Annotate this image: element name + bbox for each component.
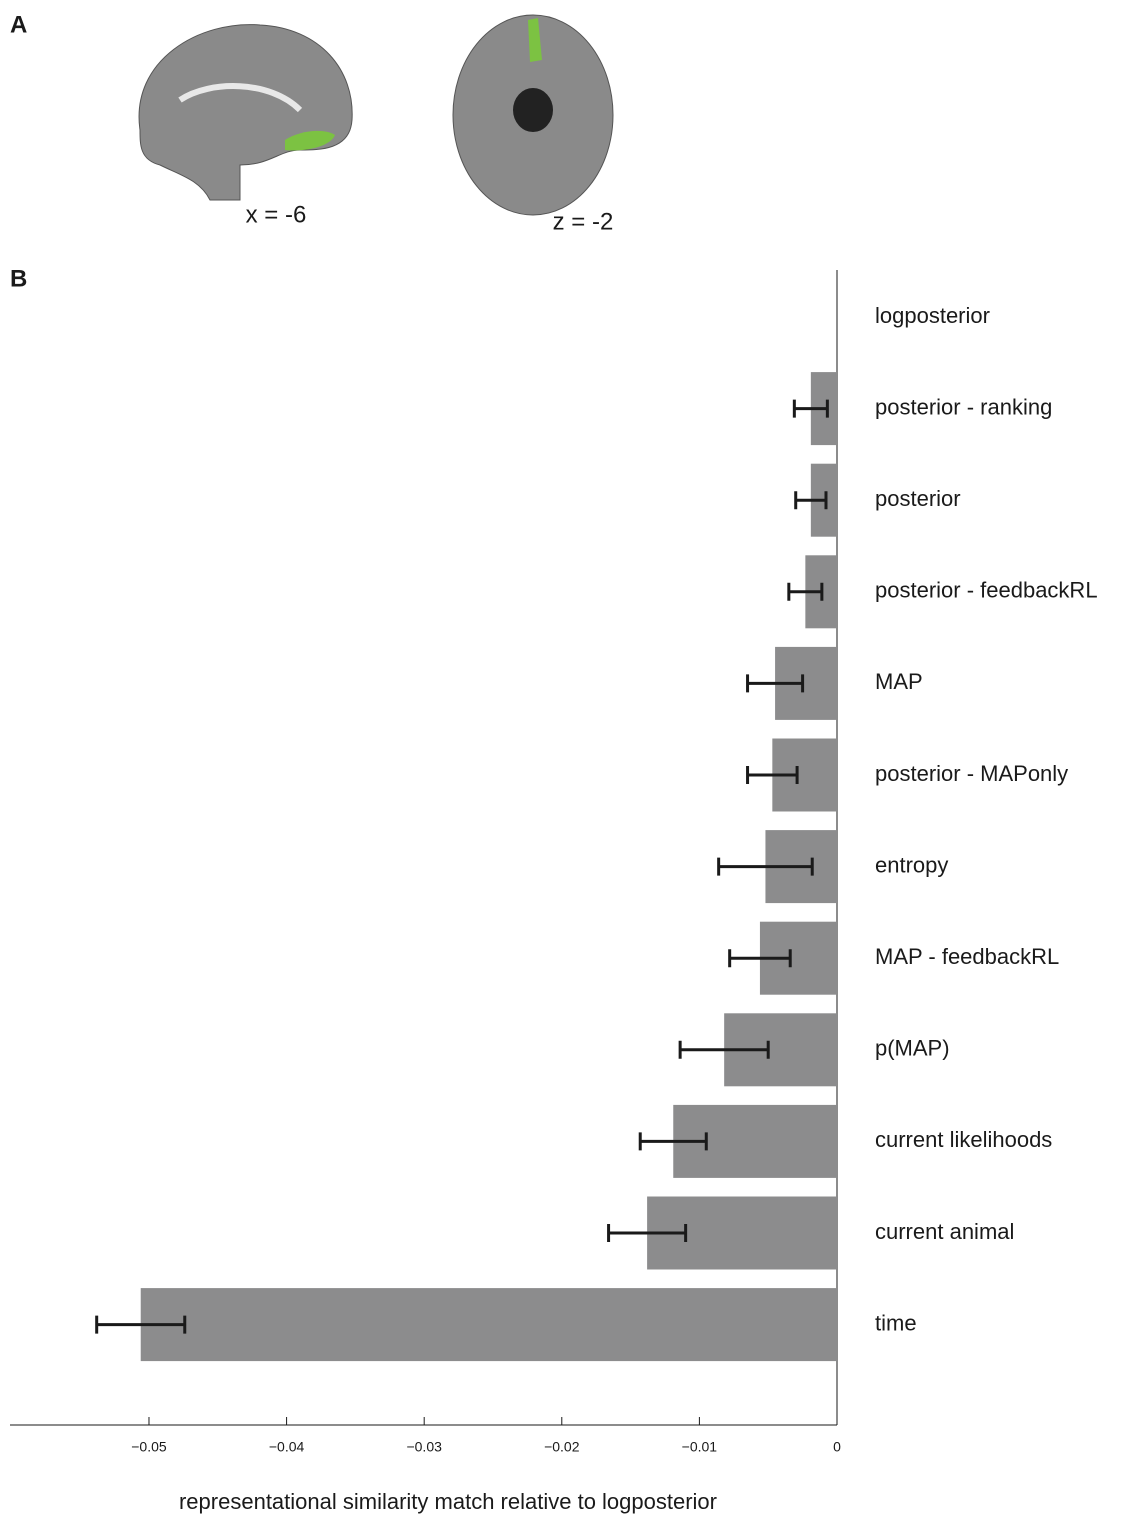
y-tick-label: posterior - ranking xyxy=(875,394,1052,419)
x-tick-label: −0.05 xyxy=(131,1439,167,1455)
x-tick-label: 0 xyxy=(833,1439,841,1455)
axial-brain xyxy=(453,15,613,215)
y-tick-label: current likelihoods xyxy=(875,1127,1052,1152)
sagittal-brain xyxy=(139,25,352,200)
panel-label: A xyxy=(10,11,27,38)
image-label: x = -6 xyxy=(246,201,307,228)
y-tick-label: logposterior xyxy=(875,303,990,328)
figure: A B x = -6 z = -2 representational simil… xyxy=(0,0,1136,1520)
y-tick-label: time xyxy=(875,1310,917,1335)
x-tick-label: −0.03 xyxy=(406,1439,442,1455)
y-tick-label: entropy xyxy=(875,852,948,877)
x-axis-label: representational similarity match relati… xyxy=(179,1489,717,1514)
x-tick-label: −0.01 xyxy=(682,1439,718,1455)
y-tick-label: MAP xyxy=(875,669,923,694)
x-tick-label: −0.02 xyxy=(544,1439,580,1455)
y-tick-label: MAP - feedbackRL xyxy=(875,944,1059,969)
image-label: z = -2 xyxy=(553,208,614,235)
y-tick-label: p(MAP) xyxy=(875,1036,950,1061)
y-tick-label: posterior - feedbackRL xyxy=(875,578,1098,603)
bar xyxy=(141,1288,837,1361)
x-tick-label: −0.04 xyxy=(269,1439,305,1455)
y-tick-label: current animal xyxy=(875,1219,1014,1244)
brain-structure xyxy=(513,88,553,132)
y-tick-label: posterior xyxy=(875,486,961,511)
brain-slice xyxy=(139,25,352,200)
panel-label: B xyxy=(10,265,27,292)
y-tick-label: posterior - MAPonly xyxy=(875,761,1068,786)
